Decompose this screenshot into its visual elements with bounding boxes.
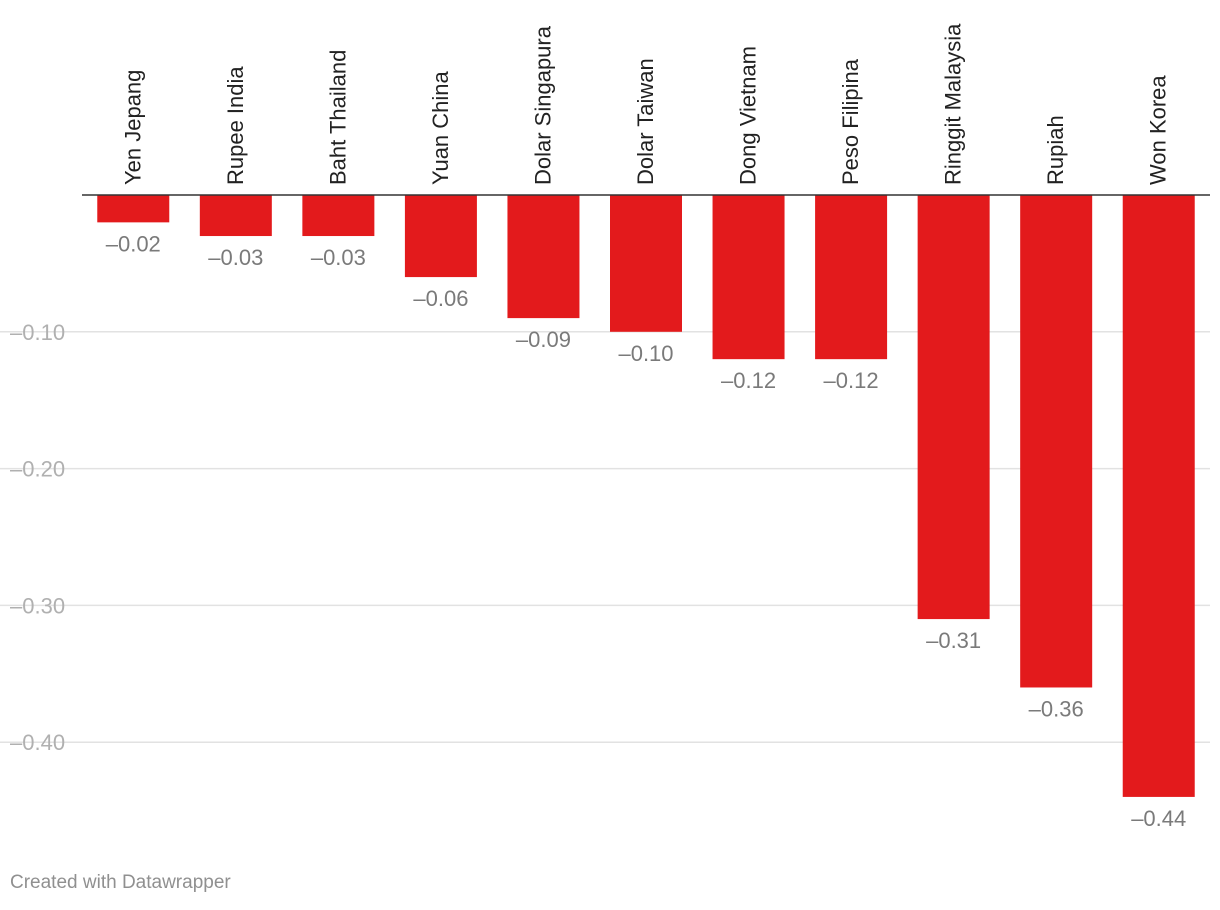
value-label: –0.36: [1029, 696, 1084, 721]
bar: [302, 195, 375, 237]
bar: [1122, 195, 1195, 797]
bar: [97, 195, 170, 223]
bar: [199, 195, 272, 237]
value-label: –0.02: [106, 231, 161, 256]
category-label: Dolar Singapura: [530, 25, 555, 185]
bar: [712, 195, 785, 360]
y-tick-label: –0.30: [10, 593, 65, 618]
category-label: Baht Thailand: [325, 50, 350, 185]
category-labels: Yen Jepang Rupee India Baht Thailand Yuan C…: [120, 23, 1170, 185]
value-label: –0.44: [1131, 806, 1186, 831]
category-label: Won Korea: [1146, 75, 1171, 185]
bar: [404, 195, 477, 278]
category-label: Dolar Taiwan: [633, 58, 658, 185]
bars: [97, 195, 1195, 797]
credit-footer: Created with Datawrapper: [10, 872, 231, 893]
category-label: Yuan China: [428, 70, 453, 185]
bar: [815, 195, 888, 360]
category-label: Rupee India: [223, 66, 248, 185]
y-tick-label: –0.40: [10, 730, 65, 755]
category-label: Rupiah: [1043, 115, 1068, 185]
value-label: –0.10: [618, 341, 673, 366]
value-label: –0.12: [721, 368, 776, 393]
category-label: Dong Vietnam: [736, 46, 761, 185]
y-tick-label: –0.10: [10, 320, 65, 345]
bar: [507, 195, 580, 319]
category-label: Yen Jepang: [120, 70, 145, 185]
category-label: Peso Filipina: [838, 58, 863, 185]
bar: [610, 195, 682, 332]
value-label: –0.06: [413, 286, 468, 311]
value-labels: –0.02 –0.03 –0.03 –0.06 –0.09 –0.10 –0.12 –0.12…: [106, 231, 1187, 831]
category-label: Ringgit Malaysia: [941, 23, 966, 185]
value-label: –0.03: [208, 245, 263, 270]
bar: [1020, 195, 1093, 688]
value-label: –0.09: [516, 327, 571, 352]
y-tick-label: –0.20: [10, 457, 65, 482]
value-label: –0.03: [311, 245, 366, 270]
value-label: –0.31: [926, 628, 981, 653]
value-label: –0.12: [824, 368, 879, 393]
bar: [917, 195, 990, 620]
gridlines: –0.10 –0.20 –0.30 –0.40: [0, 320, 1210, 755]
